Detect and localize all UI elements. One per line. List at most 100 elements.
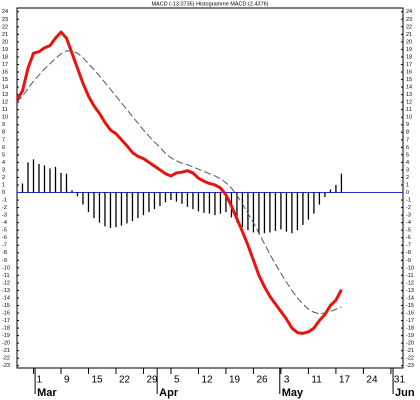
y-tick-label: -14: [2, 295, 10, 301]
x-tick-label: 5: [174, 375, 180, 386]
y2-tick-label: 5: [406, 152, 409, 158]
y-tick-label: 13: [2, 92, 8, 98]
y-tick-label: -10: [2, 265, 10, 271]
y2-tick-label: 2: [406, 175, 409, 181]
y-tick-label: -21: [2, 348, 10, 354]
y-tick-label: 11: [2, 107, 8, 113]
y2-tick-label: 7: [406, 137, 409, 143]
x-tick-label: 15: [91, 375, 103, 386]
y2-tick-label: 16: [406, 69, 412, 75]
y-tick-label: -4: [2, 220, 7, 226]
y-tick-label: -19: [2, 333, 10, 339]
y-tick-label: 16: [2, 69, 8, 75]
y-tick-label: 10: [2, 115, 8, 121]
y-tick-label: -5: [2, 228, 7, 234]
month-label: Jun: [395, 387, 415, 399]
y2-tick-label: -6: [406, 235, 411, 241]
x-tick-label: 26: [256, 375, 268, 386]
y2-tick-label: -11: [406, 273, 414, 279]
x-tick-label: 1: [36, 375, 42, 386]
y2-tick-label: -17: [406, 318, 414, 324]
y2-tick-label: 1: [406, 182, 409, 188]
y-tick-label: 4: [2, 160, 5, 166]
y-tick-label: -23: [2, 363, 10, 369]
y2-tick-label: -7: [406, 243, 411, 249]
x-tick-label: 29: [146, 375, 158, 386]
y2-tick-label: -1: [406, 198, 411, 204]
y2-tick-label: -22: [406, 356, 414, 362]
y2-tick-label: -18: [406, 326, 414, 332]
y2-tick-label: 20: [406, 39, 412, 45]
y-tick-label: 15: [2, 77, 8, 83]
y-tick-label: 1: [2, 182, 5, 188]
y-tick-label: -16: [2, 310, 10, 316]
y-tick-label: -8: [2, 250, 7, 256]
y-tick-label: 8: [2, 130, 5, 136]
y2-tick-label: 8: [406, 130, 409, 136]
y-tick-label: -3: [2, 213, 7, 219]
chart-title: MACD (-13.0735) Histogramme MACD (2.4376…: [151, 1, 268, 7]
y-tick-label: 0: [2, 190, 5, 196]
y2-tick-label: 6: [406, 145, 409, 151]
y2-tick-label: -13: [406, 288, 414, 294]
y2-tick-label: -21: [406, 348, 414, 354]
y2-tick-label: 12: [406, 100, 412, 106]
y-tick-label: -1: [2, 198, 7, 204]
y-tick-label: -12: [2, 280, 10, 286]
y-tick-label: 19: [2, 47, 8, 53]
month-label: Apr: [159, 387, 179, 399]
y-tick-label: -11: [2, 273, 10, 279]
month-label: Mar: [37, 387, 57, 399]
y2-tick-label: 23: [406, 17, 412, 23]
y2-tick-label: 24: [406, 9, 412, 15]
y2-tick-label: -14: [406, 295, 414, 301]
y-tick-label: 18: [2, 54, 8, 60]
y-tick-label: 24: [2, 9, 8, 15]
y-tick-label: 22: [2, 24, 8, 30]
y2-tick-label: -3: [406, 213, 411, 219]
y-tick-label: -13: [2, 288, 10, 294]
x-tick-label: 11: [311, 375, 322, 386]
y2-tick-label: 9: [406, 122, 409, 128]
y2-tick-label: 13: [406, 92, 412, 98]
macd-line: [15, 30, 343, 335]
y2-tick-label: 10: [406, 115, 412, 121]
y2-tick-label: 17: [406, 62, 412, 68]
y2-tick-label: 11: [406, 107, 412, 113]
y-tick-label: 12: [2, 100, 8, 106]
y-tick-label: 9: [2, 122, 5, 128]
y-tick-label: 3: [2, 167, 5, 173]
y-tick-label: -15: [2, 303, 10, 309]
x-tick-label: 17: [339, 375, 351, 386]
x-tick-label: 19: [229, 375, 241, 386]
y2-tick-label: -5: [406, 228, 411, 234]
x-tick-label: 31: [394, 375, 406, 386]
y2-tick-label: 18: [406, 54, 412, 60]
y2-tick-label: -8: [406, 250, 411, 256]
y2-tick-label: -12: [406, 280, 414, 286]
x-tick-label: 3: [284, 375, 290, 386]
y-tick-label: 23: [2, 17, 8, 23]
x-tick-label: 12: [201, 375, 213, 386]
y-tick-label: -22: [2, 356, 10, 362]
y-tick-label: -6: [2, 235, 7, 241]
x-tick-label: 9: [64, 375, 70, 386]
y2-tick-label: 21: [406, 32, 412, 38]
y2-tick-label: 19: [406, 47, 412, 53]
plot-frame: [16, 7, 404, 369]
y-tick-label: 6: [2, 145, 5, 151]
y-tick-label: -9: [2, 258, 7, 264]
y2-tick-label: 0: [406, 190, 409, 196]
y2-tick-label: 4: [406, 160, 409, 166]
y-tick-label: 2: [2, 175, 5, 181]
y2-tick-label: -4: [406, 220, 411, 226]
y-tick-label: -18: [2, 326, 10, 332]
y-tick-label: 5: [2, 152, 5, 158]
x-tick-label: 24: [366, 375, 378, 386]
y-tick-label: -2: [2, 205, 7, 211]
y-tick-label: -20: [2, 341, 10, 347]
month-label: May: [282, 387, 304, 399]
y-tick-label: -7: [2, 243, 7, 249]
signal-line: [16, 50, 342, 315]
